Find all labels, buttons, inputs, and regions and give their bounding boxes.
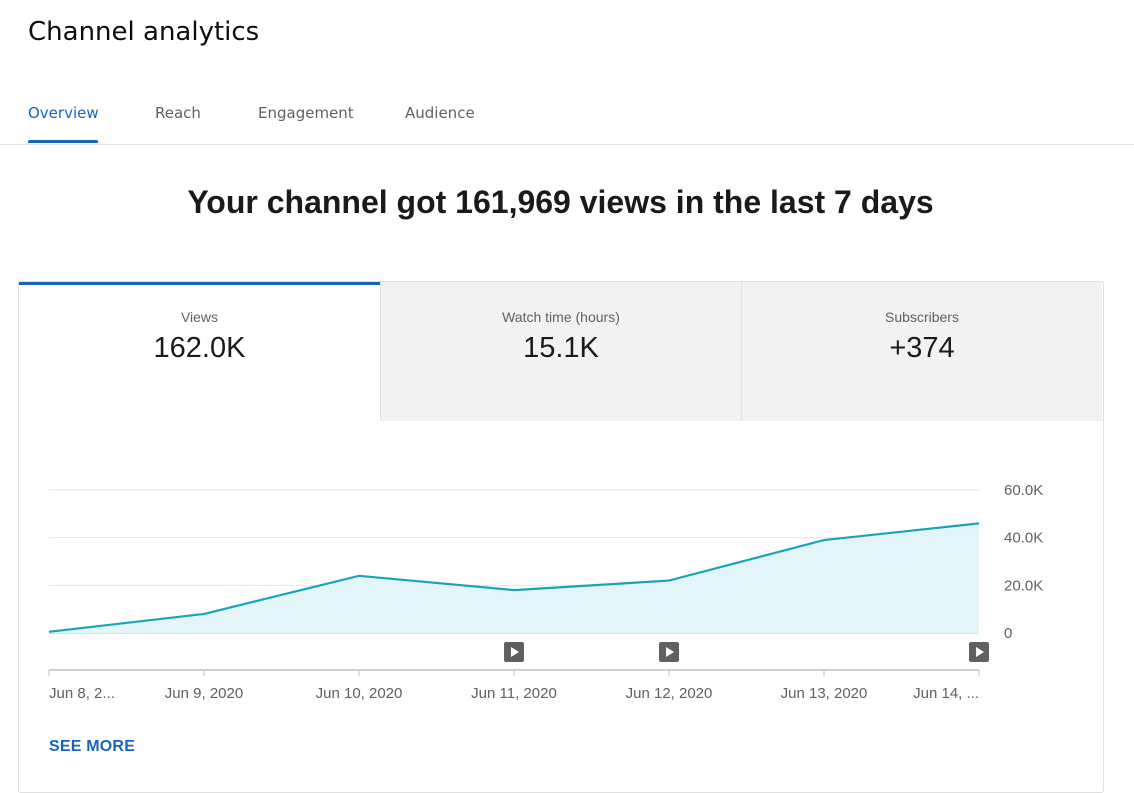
video-marker-icon[interactable] bbox=[969, 642, 989, 662]
metric-label: Views bbox=[180, 309, 219, 325]
metric-value: +374 bbox=[889, 332, 955, 364]
views-headline: Your channel got 161,969 views in the la… bbox=[187, 184, 934, 220]
video-marker-icon[interactable] bbox=[659, 642, 679, 662]
see-more-link[interactable]: SEE MORE bbox=[49, 738, 136, 755]
metric-tab-subscribers[interactable]: Subscribers +374 bbox=[741, 282, 1102, 421]
tab-bar: Overview Reach Engagement Audience bbox=[0, 96, 1134, 145]
video-marker-icon[interactable] bbox=[504, 642, 524, 662]
metric-value: 15.1K bbox=[523, 332, 599, 364]
tab-engagement[interactable]: Engagement bbox=[258, 104, 354, 122]
page-title: Channel analytics bbox=[28, 17, 260, 47]
play-icon bbox=[666, 647, 674, 657]
play-icon bbox=[511, 647, 519, 657]
tab-overview[interactable]: Overview bbox=[28, 96, 99, 143]
metric-value: 162.0K bbox=[153, 332, 246, 364]
metric-label: Watch time (hours) bbox=[502, 309, 620, 325]
play-icon bbox=[976, 647, 984, 657]
tab-reach[interactable]: Reach bbox=[155, 104, 201, 122]
analytics-card: Views 162.0K Watch time (hours) 15.1K Su… bbox=[18, 281, 1104, 793]
metric-tab-watch-time[interactable]: Watch time (hours) 15.1K bbox=[380, 282, 741, 421]
metric-label: Subscribers bbox=[885, 309, 959, 325]
tab-audience[interactable]: Audience bbox=[405, 104, 475, 122]
metric-tab-views[interactable]: Views 162.0K bbox=[19, 282, 380, 421]
